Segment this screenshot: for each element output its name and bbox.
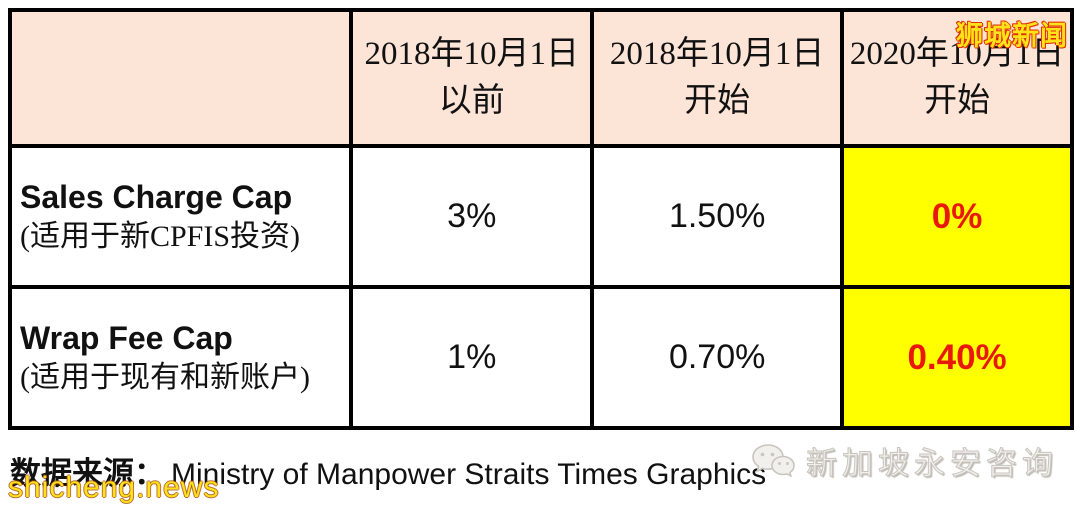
wechat-icon [750,442,796,480]
header-empty-cell [7,8,354,148]
sales-charge-before-value: 3% [349,144,595,289]
header-date-line: 2020年10月1日 [849,36,1065,73]
watermark-shicheng-news-url: shicheng.news [8,471,220,504]
source-text: Ministry of Manpower Straits Times Graph… [171,458,767,491]
header-col-before-oct2018: 2018年10月1日 以前 [349,8,595,148]
header-qualifier-line: 以前 [438,83,505,119]
row-title: Sales Charge Cap [20,179,293,215]
row-label-wrap-fee-cap: Wrap Fee Cap (适用于现有和新账户) [7,285,354,430]
wrap-fee-before-value: 1% [349,285,595,430]
header-row: 2018年10月1日 以前 2018年10月1日 开始 2020年10月1日 开… [7,8,1074,148]
table-row-sales-charge-cap: Sales Charge Cap (适用于新CPFIS投资) 3% 1.50% … [7,144,1074,289]
brand-name: 新加坡永安咨询 [806,446,1058,482]
data-source-line: 数据来源： Ministry of Manpower Straits Times … [10,448,766,493]
row-note: (适用于现有和新账户) [20,361,310,394]
header-date-line: 2018年10月1日 [364,36,579,73]
header-col-from-oct2018: 2018年10月1日 开始 [590,8,845,148]
header-date-line: 2018年10月1日 [609,36,825,73]
wrap-fee-2018-value: 0.70% [590,285,845,430]
row-label-sales-charge-cap: Sales Charge Cap (适用于新CPFIS投资) [7,144,354,289]
source-label: 数据来源： [10,456,165,491]
header-col-from-oct2020: 2020年10月1日 开始 [840,8,1074,148]
sales-charge-2018-value: 1.50% [590,144,845,289]
header-qualifier-line: 开始 [924,83,991,119]
table-row-wrap-fee-cap: Wrap Fee Cap (适用于现有和新账户) 1% 0.70% 0.40% [7,285,1074,430]
header-qualifier-line: 开始 [684,83,751,119]
watermark-shicheng-news-zh: 狮城新闻 [956,21,1068,51]
brand-watermark: 新加坡永安咨询 [750,438,1058,483]
sales-charge-2020-value: 0% [840,144,1074,289]
fee-cap-table: 2018年10月1日 以前 2018年10月1日 开始 2020年10月1日 开… [7,8,1074,430]
wrap-fee-2020-value: 0.40% [840,285,1074,430]
row-title: Wrap Fee Cap [20,320,233,356]
row-note: (适用于新CPFIS投资) [20,220,301,253]
